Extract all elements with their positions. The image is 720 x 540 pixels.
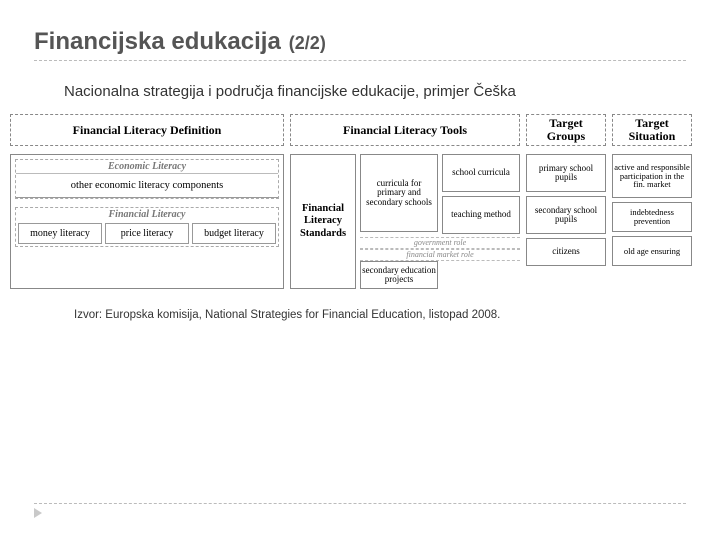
- role-market: financial market role: [360, 249, 520, 261]
- component-price: price literacy: [105, 223, 189, 244]
- diagram: Financial Literacy Definition Financial …: [10, 114, 710, 289]
- curricula-box: curricula for primary and secondary scho…: [360, 154, 438, 232]
- tg-citizens: citizens: [526, 238, 606, 266]
- tools-body: Financial Literacy Standards curricula f…: [290, 154, 520, 289]
- tg-primary: primary school pupils: [526, 154, 606, 192]
- header-target-groups: Target Groups: [526, 114, 606, 146]
- tools-col-right: school curricula teaching method: [442, 154, 520, 234]
- tools-col-left: curricula for primary and secondary scho…: [360, 154, 438, 234]
- economic-literacy-box: Economic Literacy other economic literac…: [15, 159, 279, 199]
- component-money: money literacy: [18, 223, 102, 244]
- component-budget: budget literacy: [192, 223, 276, 244]
- roles: government role financial market role: [360, 237, 520, 261]
- header-tools: Financial Literacy Tools: [290, 114, 520, 146]
- financial-literacy-label: Financial Literacy: [16, 208, 278, 221]
- school-curricula-box: school curricula: [442, 154, 520, 192]
- tg-secondary: secondary school pupils: [526, 196, 606, 234]
- definition-body: Economic Literacy other economic literac…: [10, 154, 284, 289]
- teaching-method-box: teaching method: [442, 196, 520, 234]
- title-divider: [34, 60, 686, 61]
- subtitle: Nacionalna strategija i područja financi…: [64, 83, 686, 100]
- header-row: Financial Literacy Definition Financial …: [10, 114, 710, 146]
- role-government: government role: [360, 237, 520, 249]
- title-row: Financijska edukacija (2/2): [34, 28, 686, 56]
- target-situation-body: active and responsible participation in …: [612, 154, 692, 289]
- target-groups-body: primary school pupils secondary school p…: [526, 154, 606, 289]
- slide: Financijska edukacija (2/2) Nacionalna s…: [0, 0, 720, 540]
- other-components: other economic literacy components: [16, 174, 278, 197]
- ts-oldage: old age ensuring: [612, 236, 692, 266]
- footer-inner: [34, 504, 686, 516]
- triangle-right-icon: [34, 508, 42, 518]
- page-title: Financijska edukacija: [34, 28, 281, 56]
- tools-grid: curricula for primary and secondary scho…: [360, 154, 520, 289]
- fin-components-row: money literacy price literacy budget lit…: [16, 221, 278, 246]
- financial-literacy-box: Financial Literacy money literacy price …: [15, 207, 279, 247]
- header-target-situation: Target Situation: [612, 114, 692, 146]
- ts-indebtedness: indebtedness prevention: [612, 202, 692, 232]
- tools-top: curricula for primary and secondary scho…: [360, 154, 520, 234]
- secondary-projects-box: secondary education projects: [360, 261, 438, 289]
- page-counter: (2/2): [289, 33, 326, 54]
- econ-divider: [16, 197, 278, 198]
- footer: [34, 503, 686, 516]
- standards-box: Financial Literacy Standards: [290, 154, 356, 289]
- header-definition: Financial Literacy Definition: [10, 114, 284, 146]
- source-citation: Izvor: Europska komisija, National Strat…: [74, 309, 686, 321]
- body-row: Economic Literacy other economic literac…: [10, 154, 710, 289]
- ts-participation: active and responsible participation in …: [612, 154, 692, 198]
- economic-literacy-label: Economic Literacy: [16, 160, 278, 174]
